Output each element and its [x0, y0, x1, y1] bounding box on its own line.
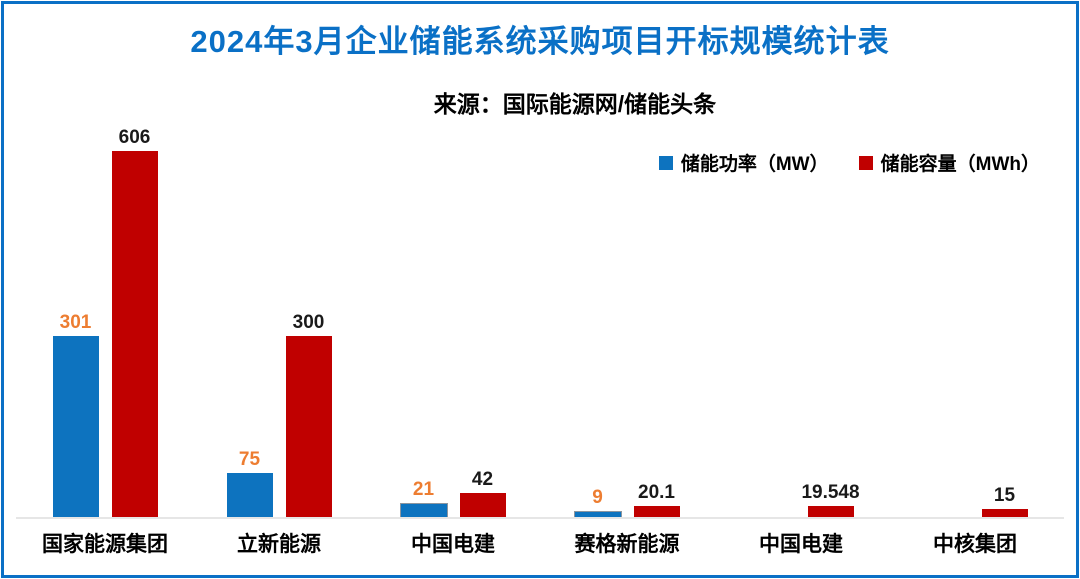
- plot-area: 301 606 75 300 21 42 9 20.1 19.548 15: [18, 128, 1062, 518]
- category-label: 中国电建: [759, 533, 843, 556]
- bar-value-label: 19.548: [801, 482, 860, 503]
- bar-group: 75 300: [192, 313, 366, 518]
- capacity-bar-slot: 606: [111, 127, 158, 518]
- legend-item-capacity: 储能容量（MWh）: [858, 149, 1040, 176]
- bar-value-label: 42: [471, 469, 494, 490]
- x-axis-line: [16, 517, 1064, 519]
- capacity-bar: [285, 336, 332, 518]
- capacity-legend-label: 储能容量（MWh）: [880, 154, 1040, 175]
- bar-value-label: 15: [993, 485, 1016, 506]
- bar-value-label: 300: [292, 312, 325, 333]
- capacity-bar: [981, 509, 1028, 518]
- bar-group: 15: [888, 486, 1062, 518]
- chart-title: 2024年3月企业储能系统采购项目开标规模统计表: [190, 24, 890, 59]
- category-label: 立新能源: [237, 533, 321, 556]
- power-bar: [399, 503, 448, 518]
- bar-group: 19.548: [714, 483, 888, 518]
- source-line: 来源：国际能源网/储能头条: [433, 91, 717, 117]
- capacity-bar: [807, 506, 854, 518]
- category-labels-row: 国家能源集团 立新能源 中国电建 赛格新能源 中国电建 中核集团: [18, 528, 1062, 558]
- category-label: 中国电建: [411, 533, 495, 556]
- power-bar: [226, 473, 273, 518]
- capacity-bar: [459, 493, 506, 518]
- bar-value-label: 75: [238, 449, 261, 470]
- capacity-bar: [111, 151, 158, 518]
- bar-group: 301 606: [18, 128, 192, 518]
- capacity-bar-slot: 42: [459, 469, 506, 518]
- legend-item-power: 储能功率（MW）: [658, 149, 829, 176]
- bar-value-label: 21: [412, 479, 435, 500]
- power-bar-slot: 21: [399, 479, 448, 518]
- capacity-bar: [633, 506, 680, 518]
- bar-group: 9 20.1: [540, 483, 714, 518]
- bar-value-label: 20.1: [638, 482, 675, 503]
- capacity-legend-swatch-icon: [858, 155, 873, 170]
- bar-value-label: 301: [59, 312, 92, 333]
- bar-group: 21 42: [366, 470, 540, 518]
- capacity-bar-slot: 15: [981, 485, 1028, 518]
- power-bar-slot: 301: [52, 312, 99, 518]
- capacity-bar-slot: 20.1: [633, 482, 680, 518]
- power-bar-slot: 75: [226, 449, 273, 518]
- power-legend-swatch-icon: [658, 155, 673, 170]
- power-bar: [52, 336, 99, 518]
- category-label: 国家能源集团: [42, 533, 168, 556]
- legend: 储能功率（MW） 储能容量（MWh）: [658, 149, 1040, 176]
- capacity-bar-slot: 19.548: [801, 483, 860, 518]
- power-bar-slot: 9: [573, 487, 622, 518]
- bar-value-label: 9: [592, 487, 603, 508]
- category-label: 中核集团: [933, 533, 1017, 556]
- power-legend-label: 储能功率（MW）: [680, 154, 829, 175]
- bar-value-label: 606: [118, 127, 151, 148]
- capacity-bar-slot: 300: [285, 312, 332, 518]
- category-label: 赛格新能源: [574, 533, 680, 556]
